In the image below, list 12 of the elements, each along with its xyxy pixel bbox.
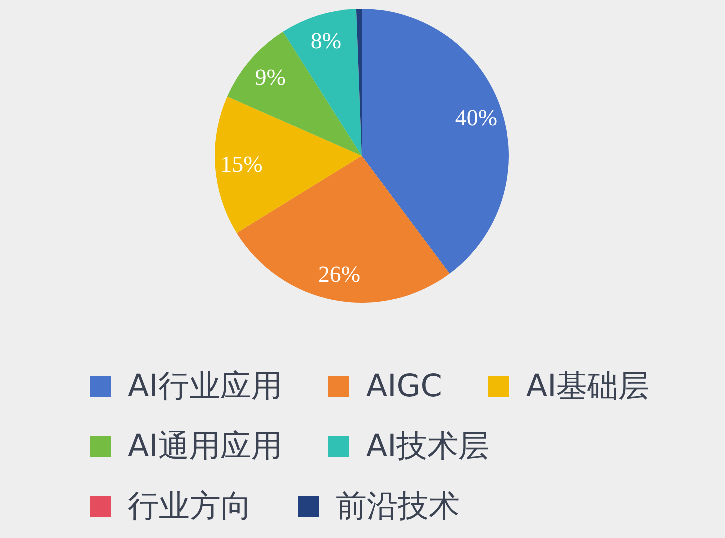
data-label: 40% [455,106,498,131]
legend-label: AI技术层 [366,428,490,464]
data-label: 8% [310,28,342,54]
legend-label: AI基础层 [526,368,650,404]
legend-label: AIGC [366,368,442,404]
legend-label: 行业方向 [128,488,252,524]
data-label: 15% [220,152,263,177]
data-label: 9% [255,64,286,90]
legend-label: AI行业应用 [128,368,282,404]
data-label: 26% [318,262,360,287]
legend-label: 前沿技术 [336,488,460,524]
legend-label: AI通用应用 [128,428,282,464]
